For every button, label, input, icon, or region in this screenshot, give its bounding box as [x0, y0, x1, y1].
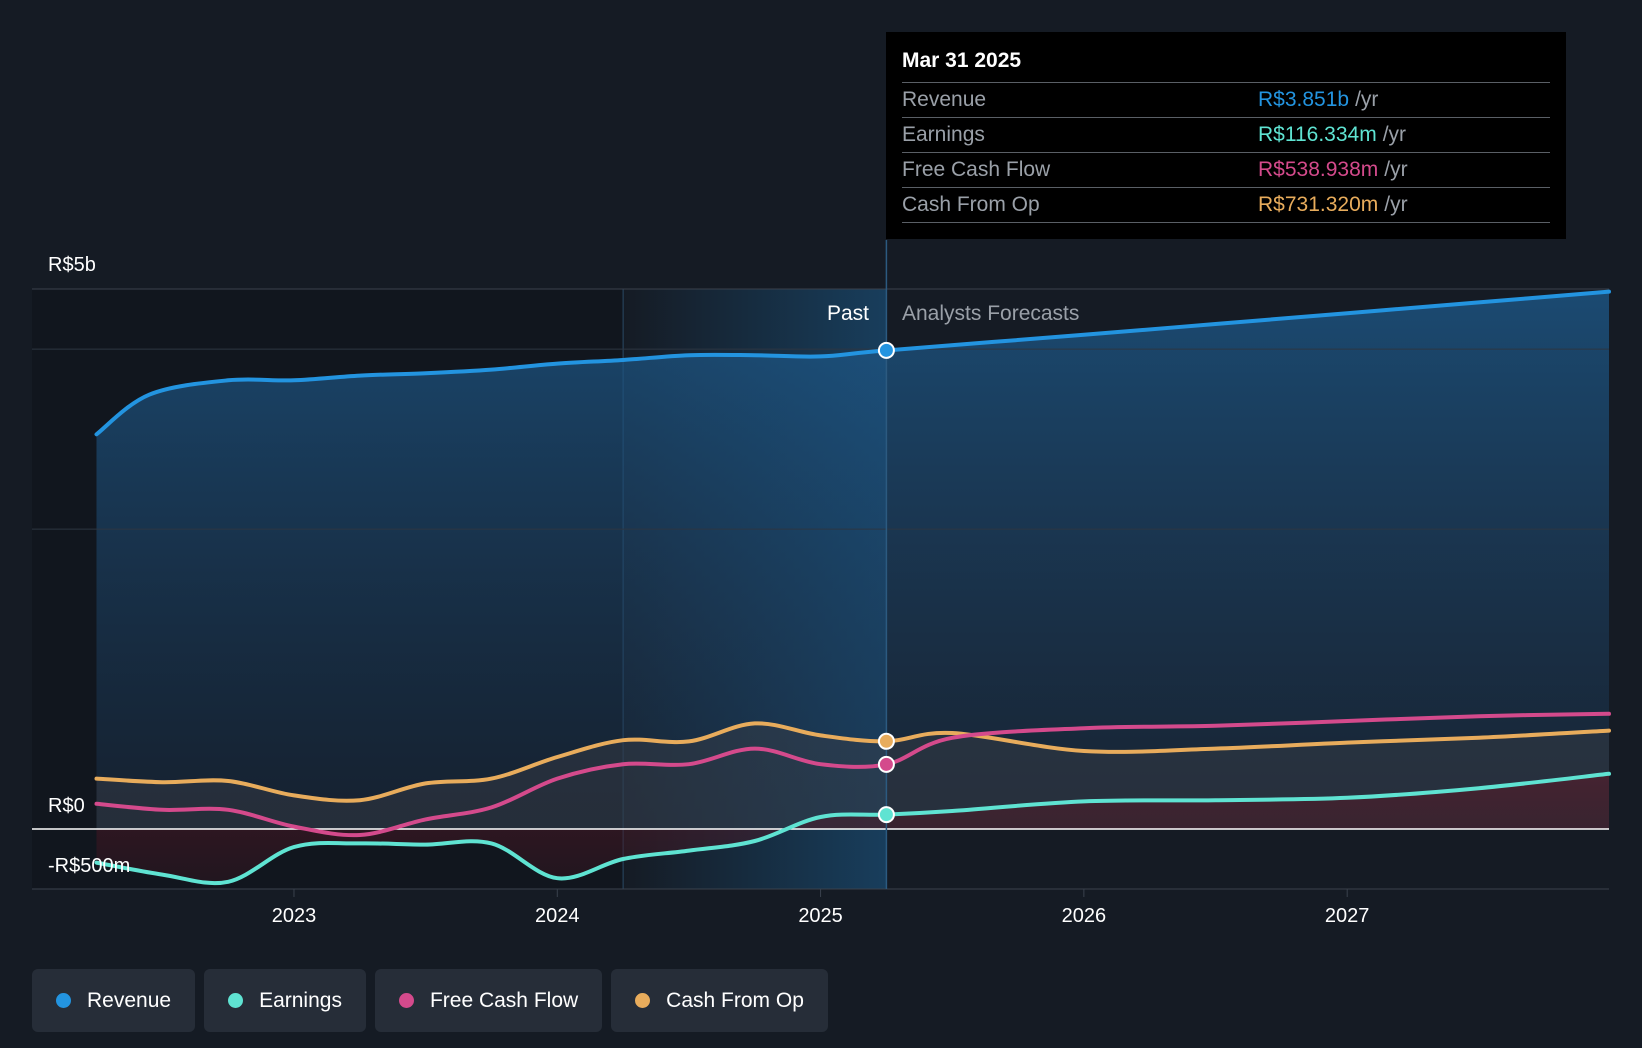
- tooltip-unit: /yr: [1384, 158, 1408, 181]
- cash-from-op-line: [94, 721, 1611, 803]
- legend-item-revenue[interactable]: Revenue: [32, 969, 196, 1032]
- tooltip-row-cash-from-op: Cash From Op R$731.320m /yr: [902, 187, 1550, 223]
- tooltip-label: Free Cash Flow: [902, 158, 1051, 181]
- legend-label: Revenue: [87, 988, 172, 1012]
- legend-item-free-cash-flow[interactable]: Free Cash Flow: [374, 969, 603, 1032]
- tooltip-value: R$3.851b: [1258, 88, 1350, 111]
- tooltip-row-free-cash-flow: Free Cash Flow R$538.938m /yr: [902, 152, 1550, 187]
- tooltip-label: Earnings: [902, 123, 985, 146]
- legend-dot-icon: [635, 993, 651, 1008]
- tooltip-date: Mar 31 2025: [902, 49, 1022, 72]
- revenue-line: [94, 289, 1611, 437]
- x-tick-label: 2024: [535, 905, 580, 927]
- chart: R$5b R$0 -R$500m Past Analysts Forecasts…: [32, 240, 1611, 927]
- x-tick-label: 2026: [1062, 905, 1107, 927]
- legend-label: Cash From Op: [666, 988, 804, 1012]
- cash-from-op-marker[interactable]: [877, 732, 895, 750]
- x-tick-label: 2027: [1325, 905, 1370, 927]
- legend-dot-icon: [228, 993, 244, 1008]
- tooltip-label: Cash From Op: [902, 193, 1040, 216]
- y-label-top: R$5b: [48, 254, 96, 276]
- tooltip-value: R$538.938m: [1258, 158, 1379, 181]
- legend-item-cash-from-op[interactable]: Cash From Op: [611, 969, 828, 1032]
- earnings-line: [94, 771, 1611, 886]
- legend-label: Free Cash Flow: [429, 988, 579, 1012]
- tooltip-value: R$116.334m: [1258, 123, 1377, 146]
- legend: Revenue Earnings Free Cash Flow Cash Fro…: [32, 969, 828, 1032]
- legend-dot-icon: [56, 993, 71, 1008]
- y-label-bottom: -R$500m: [48, 855, 130, 877]
- y-label-zero: R$0: [48, 795, 85, 817]
- free-cash-flow-line: [94, 711, 1611, 838]
- x-tick-label: 2025: [798, 905, 843, 927]
- tooltip-label: Revenue: [902, 88, 987, 111]
- x-tick-label: 2023: [272, 905, 317, 927]
- earnings-marker[interactable]: [877, 806, 895, 824]
- legend-label: Earnings: [259, 988, 342, 1012]
- tooltip-value: R$731.320m: [1258, 193, 1379, 216]
- tooltip-row-earnings: Earnings R$116.334m /yr: [902, 117, 1550, 152]
- revenue-area: [96, 291, 1609, 830]
- tooltip-unit: /yr: [1355, 88, 1379, 111]
- tooltip: Mar 31 2025 Revenue R$3.851b /yr Earning…: [886, 32, 1566, 239]
- tooltip-row-revenue: Revenue R$3.851b /yr: [902, 82, 1550, 117]
- free-cash-flow-marker[interactable]: [877, 755, 895, 773]
- legend-dot-icon: [398, 993, 414, 1008]
- tooltip-unit: /yr: [1384, 193, 1408, 216]
- past-label: Past: [827, 302, 869, 325]
- tooltip-unit: /yr: [1382, 123, 1407, 146]
- forecast-label: Analysts Forecasts: [902, 302, 1079, 325]
- revenue-marker[interactable]: [877, 341, 895, 359]
- legend-item-earnings[interactable]: Earnings: [204, 969, 366, 1032]
